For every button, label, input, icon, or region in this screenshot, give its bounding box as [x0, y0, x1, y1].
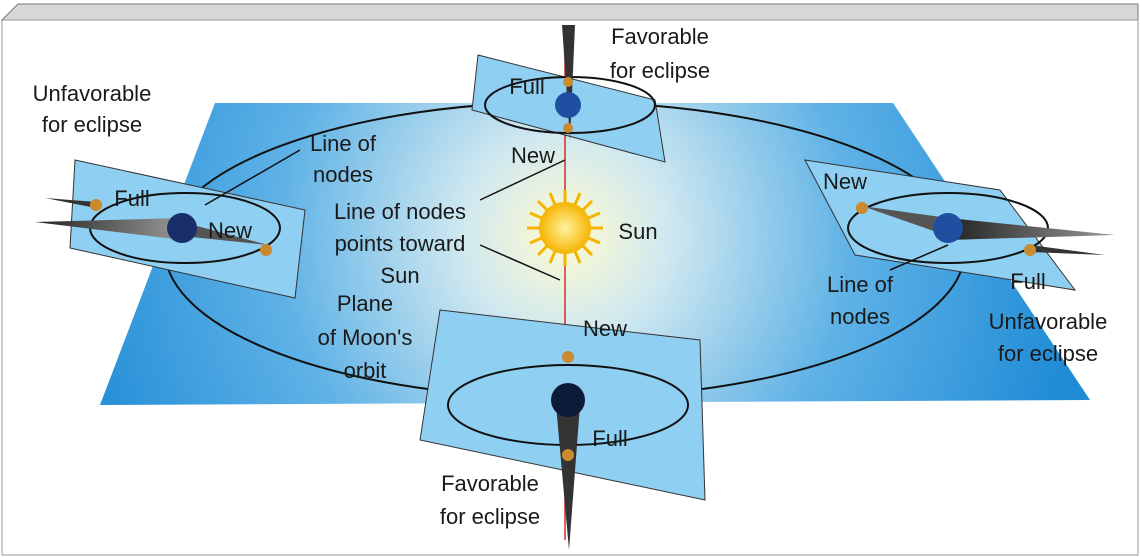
label: Sun: [618, 219, 657, 244]
label: orbit: [344, 358, 387, 383]
label: nodes: [313, 162, 373, 187]
label: Full: [1010, 269, 1045, 294]
label: New: [823, 169, 867, 194]
moon-plane-top: [471, 25, 666, 163]
moon-plane-bottom: [419, 309, 706, 550]
frame: [1, 19, 1139, 556]
label: Line of: [827, 272, 894, 297]
label: Unfavorable: [33, 81, 152, 106]
moon-plane-right: [804, 159, 1115, 291]
pointer-lines: [204, 149, 949, 281]
label: Favorable: [611, 24, 709, 49]
label: Full: [509, 74, 544, 99]
moon-plane-left: [35, 159, 306, 299]
label: New: [511, 143, 555, 168]
label: New: [208, 218, 252, 243]
label: for eclipse: [610, 58, 710, 83]
sun: [527, 190, 603, 266]
label: Line of nodes: [334, 199, 466, 224]
label: Full: [114, 186, 149, 211]
label: Full: [592, 426, 627, 451]
label: points toward: [335, 231, 466, 256]
label: Sun: [380, 263, 419, 288]
label: of Moon's: [318, 325, 413, 350]
label: nodes: [830, 304, 890, 329]
label: for eclipse: [42, 112, 142, 137]
frame-top: [0, 3, 1139, 21]
label: Unfavorable: [989, 309, 1108, 334]
label: Plane: [337, 291, 393, 316]
label: for eclipse: [440, 504, 540, 529]
label: New: [583, 316, 627, 341]
label: for eclipse: [998, 341, 1098, 366]
label: Favorable: [441, 471, 539, 496]
label: Line of: [310, 131, 377, 156]
